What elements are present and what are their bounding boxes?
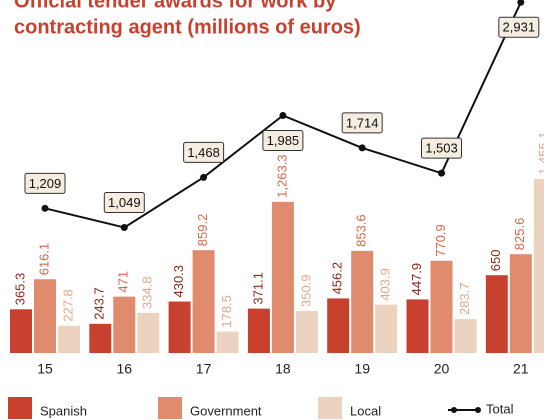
bar <box>430 260 453 353</box>
legend-label: Total <box>486 401 514 416</box>
legend-swatch <box>158 397 182 419</box>
label-box <box>103 191 145 213</box>
value-label: 1,263.3 <box>274 154 289 197</box>
value-label: 616.1 <box>36 243 51 276</box>
bar <box>34 279 56 353</box>
value-label: 859.2 <box>195 214 210 247</box>
legend-swatch <box>8 397 32 419</box>
bar <box>271 201 294 353</box>
value-label: 365.3 <box>12 273 27 306</box>
label-box <box>421 137 462 159</box>
bar <box>485 275 508 353</box>
value-label: 334.8 <box>140 276 155 309</box>
value-label: 825.6 <box>512 218 527 251</box>
x-tick-label: 15 <box>37 361 53 377</box>
value-label: 403.9 <box>378 268 393 301</box>
value-label: 471 <box>116 271 131 293</box>
total-label: 1,049 <box>103 191 145 213</box>
value-label: 447.9 <box>409 263 424 296</box>
bar <box>406 299 429 353</box>
total-label: 2,931 <box>498 16 540 38</box>
total-point <box>200 173 208 181</box>
label-box <box>24 172 66 194</box>
total-value-label: 1,468 <box>187 145 220 160</box>
label-box <box>341 112 383 134</box>
bar <box>247 308 270 353</box>
value-label: 650 <box>488 250 503 272</box>
bar <box>216 331 239 353</box>
total-label: 1,209 <box>24 172 66 194</box>
value-label: 1,455.1 <box>536 132 544 175</box>
label-box <box>262 129 304 151</box>
bar <box>137 312 160 353</box>
value-label: 770.9 <box>433 224 448 257</box>
value-label: 456.2 <box>330 262 345 295</box>
value-label: 283.7 <box>457 283 472 316</box>
value-label: 243.7 <box>92 287 107 320</box>
bar <box>113 296 136 353</box>
total-label: 1,468 <box>183 141 225 163</box>
value-label: 227.8 <box>60 289 75 322</box>
value-label: 350.9 <box>298 274 313 307</box>
bar <box>533 178 544 353</box>
bar <box>375 304 398 353</box>
chart-title: Official tender awards for work by <box>14 0 337 12</box>
bar <box>454 319 477 353</box>
total-point <box>517 0 525 6</box>
label-box <box>498 16 540 38</box>
total-value-label: 1,985 <box>267 133 300 148</box>
total-point <box>41 204 49 212</box>
legend-marker <box>475 407 481 413</box>
x-tick-label: 18 <box>275 361 291 377</box>
total-point <box>279 111 287 119</box>
value-label: 430.3 <box>171 265 186 298</box>
x-tick-label: 20 <box>434 361 450 377</box>
total-label: 1,714 <box>341 112 383 134</box>
total-value-label: 2,931 <box>503 20 536 35</box>
bar <box>168 301 191 353</box>
x-tick-label: 21 <box>513 361 529 377</box>
bar <box>89 323 112 353</box>
bar <box>10 309 32 353</box>
legend-label: Spanish <box>40 403 87 418</box>
bar <box>509 254 532 353</box>
x-tick-label: 19 <box>354 361 370 377</box>
total-point <box>120 223 128 231</box>
legend-swatch <box>318 397 342 419</box>
value-label: 371.1 <box>250 272 265 305</box>
total-value-label: 1,209 <box>29 176 62 191</box>
bar <box>351 250 374 353</box>
x-tick-label: 17 <box>196 361 212 377</box>
bar <box>192 250 215 353</box>
total-value-label: 1,714 <box>346 115 379 130</box>
legend-label: Local <box>350 403 381 418</box>
value-label: 853.6 <box>354 214 369 247</box>
legend-marker <box>451 407 457 413</box>
chart-title: contracting agent (millions of euros) <box>14 16 361 38</box>
x-tick-label: 16 <box>117 361 133 377</box>
bar <box>58 325 80 353</box>
legend-label: Government <box>190 403 262 418</box>
bar <box>327 298 350 353</box>
label-box <box>183 141 225 163</box>
total-label: 1,985 <box>262 129 304 151</box>
total-value-label: 1,503 <box>425 141 458 156</box>
total-value-label: 1,049 <box>108 195 141 210</box>
total-point <box>438 169 445 177</box>
value-label: 178.5 <box>219 295 234 328</box>
bar <box>295 311 318 353</box>
total-label: 1,503 <box>421 137 462 159</box>
total-point <box>358 144 366 152</box>
